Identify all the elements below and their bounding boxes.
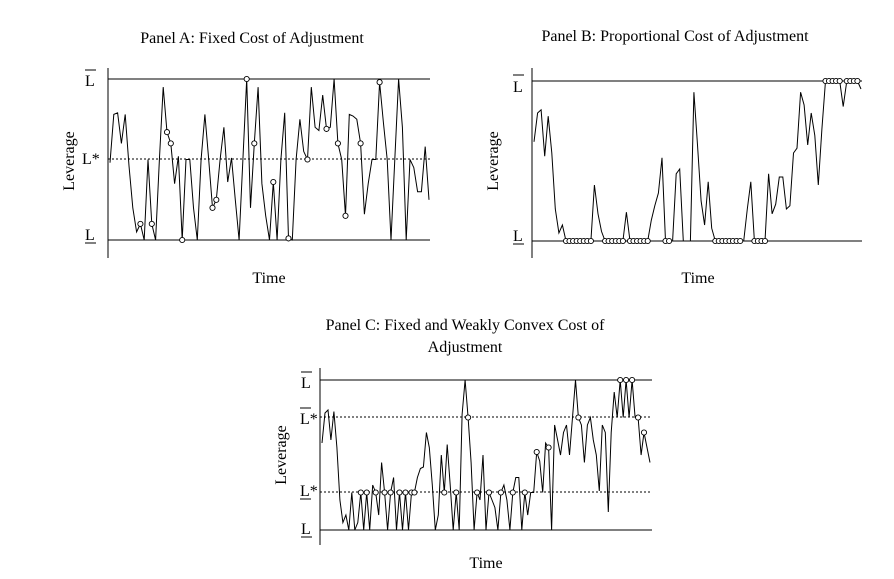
y-tick-label-upper-target: L* (300, 411, 318, 428)
adjustment-marker (381, 489, 388, 496)
adjustment-marker (509, 489, 516, 496)
adjustment-marker (334, 140, 341, 147)
adjustment-marker (644, 237, 651, 245)
x-axis-label: Time (252, 270, 285, 287)
adjustment-marker (619, 237, 626, 245)
adjustment-marker (357, 489, 364, 496)
y-tick-label-lower: L (513, 228, 523, 245)
adjustment-marker (497, 489, 504, 496)
adjustment-marker (629, 376, 636, 384)
adjustment-marker (761, 237, 769, 245)
adjustment-marker (533, 448, 540, 456)
adjustment-marker (213, 196, 220, 203)
chart-title: Panel A: Fixed Cost of Adjustment (140, 30, 364, 47)
adjustment-marker (623, 376, 630, 384)
adjustment-marker (342, 212, 349, 219)
adjustment-marker (617, 376, 624, 384)
y-tick-label-lower: L (85, 227, 95, 244)
series-group (321, 376, 651, 531)
adjustment-marker (575, 414, 582, 421)
adjustment-marker (666, 237, 673, 245)
adjustment-marker (640, 429, 648, 436)
adjustment-marker (465, 414, 472, 421)
adjustment-marker (441, 489, 448, 496)
adjustment-marker (453, 489, 460, 496)
chart-plot: L L* L Leverage Time (61, 68, 430, 287)
chart-title: Panel B: Proportional Cost of Adjustment (541, 28, 809, 45)
adjustment-marker (209, 204, 216, 211)
adjustment-marker (737, 237, 744, 245)
adjustment-marker (148, 220, 155, 227)
x-axis-label: Time (469, 555, 502, 572)
adjustment-marker (836, 77, 843, 85)
adjustment-marker (323, 125, 330, 132)
panel-a: Panel A: Fixed Cost of Adjustment L L* L… (0, 0, 440, 300)
adjustment-marker (285, 235, 292, 242)
series-line (109, 78, 430, 241)
adjustment-marker (167, 140, 174, 147)
adjustment-marker (270, 178, 277, 186)
adjustment-marker (402, 489, 409, 496)
adjustment-marker (387, 489, 394, 496)
adjustment-marker (137, 220, 144, 227)
y-axis-label: Leverage (485, 131, 502, 191)
adjustment-marker (635, 414, 642, 421)
adjustment-marker (376, 79, 383, 86)
adjustment-marker (372, 489, 379, 496)
adjustment-marker (163, 129, 171, 136)
panel-c: Panel C: Fixed and Weakly Convex Cost of… (200, 300, 694, 579)
x-axis-label: Time (681, 270, 714, 287)
adjustment-marker (521, 489, 528, 496)
y-tick-label-upper: L (85, 73, 95, 90)
adjustment-marker (243, 75, 250, 83)
adjustment-marker (357, 140, 364, 147)
adjustment-marker (396, 489, 403, 496)
adjustment-marker (251, 140, 258, 147)
adjustment-marker (854, 77, 861, 85)
y-tick-label-lower: L (301, 521, 311, 538)
y-tick-label-upper: L (301, 375, 311, 392)
adjustment-marker (587, 237, 594, 245)
y-axis-label: Leverage (61, 131, 78, 191)
series-line (533, 80, 862, 242)
adjustment-marker (363, 489, 370, 496)
y-tick-label-target: L* (82, 151, 100, 168)
chart-title: Panel C: Fixed and Weakly Convex Cost of… (325, 317, 605, 356)
adjustment-marker (485, 489, 493, 496)
series-line (321, 379, 651, 531)
adjustment-marker (545, 444, 552, 451)
series-group (533, 77, 862, 245)
y-tick-label-upper: L (513, 79, 523, 96)
y-tick-label-lower-target: L* (300, 483, 318, 500)
panel-b: Panel B: Proportional Cost of Adjustment… (440, 0, 894, 300)
adjustment-marker (411, 489, 418, 496)
adjustment-marker (474, 489, 481, 496)
chart-plot: L L Leverage Time (485, 68, 862, 287)
adjustment-marker (179, 236, 186, 244)
adjustment-marker (304, 156, 311, 163)
chart-plot: L L* L* L Leverage Time (273, 368, 652, 572)
y-axis-label: Leverage (273, 425, 290, 485)
series-group (109, 75, 430, 244)
